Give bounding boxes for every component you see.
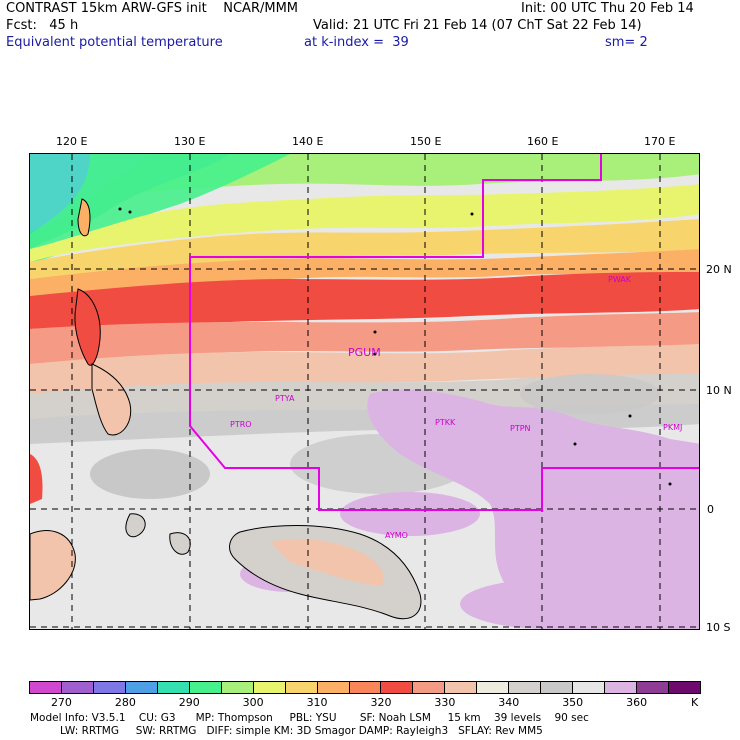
colorbar-swatch [380, 681, 414, 694]
map-panel: PWAK PGUM PTYA PTRO PTKK PTPN PKMJ AYMO [29, 153, 700, 630]
colorbar-label: 330 [434, 696, 456, 709]
colorbar-swatch [476, 681, 510, 694]
theta-e-field: PWAK PGUM PTYA PTRO PTKK PTPN PKMJ AYMO [30, 154, 699, 629]
colorbar-swatch [124, 681, 158, 694]
lon-label-160: 160 E [527, 135, 559, 148]
station-ptkk: PTKK [435, 418, 456, 427]
lon-label-140: 140 E [292, 135, 324, 148]
lon-label-150: 150 E [410, 135, 442, 148]
colorbar-label: 300 [242, 696, 264, 709]
colorbar-swatch [540, 681, 574, 694]
station-ptya: PTYA [275, 394, 295, 403]
lat-label-20n: 20 N [706, 263, 732, 276]
header-init: Init: 00 UTC Thu 20 Feb 14 [521, 1, 694, 16]
header-valid: Valid: 21 UTC Fri 21 Feb 14 (07 ChT Sat … [313, 18, 642, 33]
domain-boundary [189, 154, 699, 511]
footer-line1: Model Info: V3.5.1 CU: G3 MP: Thompson P… [30, 712, 589, 724]
lat-label-10n: 10 N [706, 384, 732, 397]
header-level: at k-index = 39 [304, 35, 409, 50]
colorbar-swatch [316, 681, 350, 694]
station-pkmj: PKMJ [663, 423, 682, 432]
colorbar-swatch [444, 681, 478, 694]
colorbar-swatch [60, 681, 94, 694]
header-title: CONTRAST 15km ARW-GFS init NCAR/MMM [6, 1, 299, 16]
colorbar-swatch [412, 681, 446, 694]
colorbar-swatch [220, 681, 254, 694]
lon-label-170: 170 E [644, 135, 676, 148]
colorbar-label: 290 [178, 696, 200, 709]
lon-label-130: 130 E [174, 135, 206, 148]
colorbar-label: 310 [306, 696, 328, 709]
station-ptro: PTRO [230, 420, 252, 429]
colorbar-swatch [92, 681, 126, 694]
colorbar-label: 360 [626, 696, 648, 709]
station-pwak: PWAK [608, 275, 632, 284]
colorbar-swatch [156, 681, 190, 694]
colorbar-label: 320 [370, 696, 392, 709]
lon-label-120: 120 E [56, 135, 88, 148]
station-pgum: PGUM [348, 346, 381, 359]
colorbar-label: 350 [562, 696, 584, 709]
header-field: Equivalent potential temperature [6, 35, 223, 50]
colorbar-swatch [604, 681, 638, 694]
colorbar-label: 280 [114, 696, 136, 709]
station-aymo: AYMO [385, 531, 408, 540]
lat-label-0: 0 [707, 503, 714, 516]
colorbar-unit: K [691, 696, 699, 709]
colorbar-swatch [668, 681, 701, 694]
colorbar-label: 340 [498, 696, 520, 709]
station-ptpn: PTPN [510, 424, 531, 433]
footer-line2: LW: RRTMG SW: RRTMG DIFF: simple KM: 3D … [30, 725, 543, 737]
header-smooth: sm= 2 [605, 35, 648, 50]
colorbar-swatch [29, 681, 62, 694]
colorbar-swatch [508, 681, 542, 694]
colorbar-swatch [572, 681, 606, 694]
header-fcst: Fcst: 45 h [6, 18, 79, 33]
colorbar-swatch [348, 681, 382, 694]
colorbar-swatch [188, 681, 222, 694]
colorbar-swatch [636, 681, 670, 694]
colorbar-label: 270 [50, 696, 72, 709]
lat-label-10s: 10 S [706, 621, 731, 634]
colorbar-swatch [284, 681, 318, 694]
colorbar-swatch [252, 681, 286, 694]
